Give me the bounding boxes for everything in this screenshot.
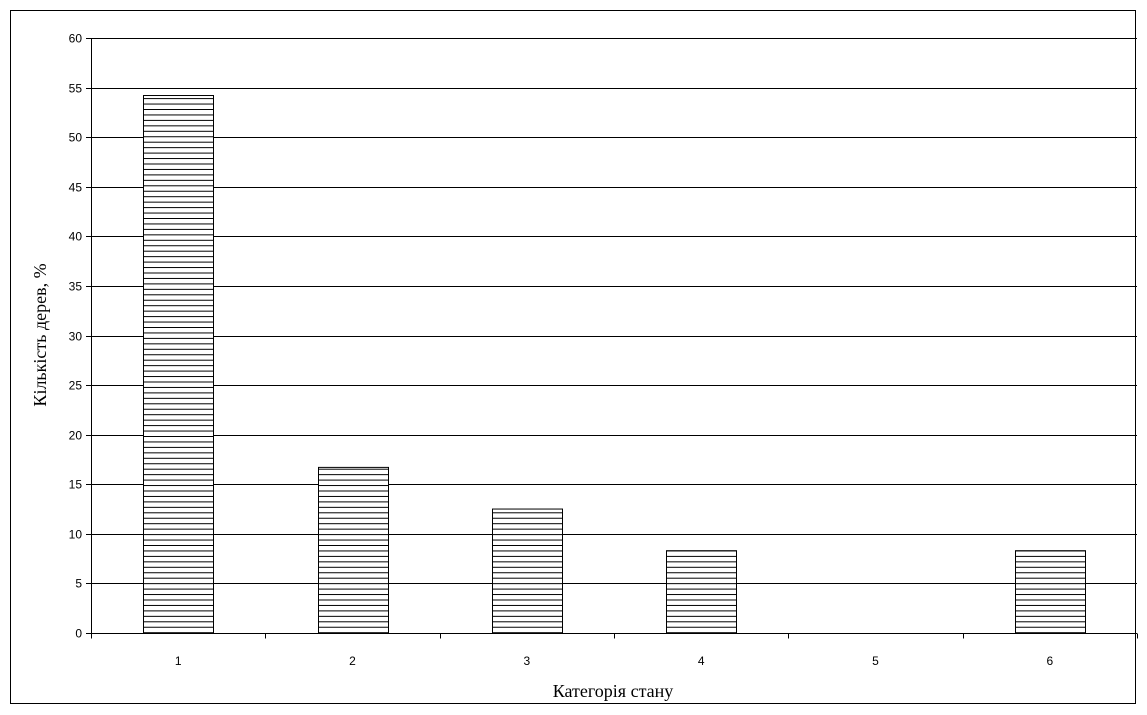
bar-6: [1015, 550, 1086, 634]
x-tick-labels: 1 2 3 4 5 6: [175, 654, 1054, 668]
x-tick-label: 2: [349, 654, 356, 668]
bar-4: [666, 550, 737, 634]
x-tick-label: 3: [523, 654, 530, 668]
x-tick-label: 4: [698, 654, 705, 668]
bar-1: [143, 95, 214, 634]
y-tick-label: 15: [69, 478, 83, 492]
x-tick-label: 6: [1046, 654, 1053, 668]
gridlines: [91, 38, 1137, 584]
bar-2: [318, 466, 389, 634]
y-tick-label: 0: [75, 627, 82, 641]
y-tick-label: 50: [69, 131, 83, 145]
y-tick-label: 40: [69, 230, 83, 244]
y-tick-label: 25: [69, 379, 83, 393]
y-tick-labels: 0 5 10 15 20 25 30 35 40 45 50 55 60: [69, 32, 83, 641]
y-tick-label: 55: [69, 82, 83, 96]
x-tick-label: 5: [872, 654, 879, 668]
y-tick-label: 35: [69, 280, 83, 294]
y-tick-label: 10: [69, 528, 83, 542]
y-tick-label: 60: [69, 32, 83, 46]
y-tick-label: 20: [69, 429, 83, 443]
x-tick-label: 1: [175, 654, 182, 668]
y-tick-label: 30: [69, 330, 83, 344]
y-tick-label: 45: [69, 181, 83, 195]
y-axis-title: Кількість дерев, %: [30, 263, 50, 406]
axes: [86, 38, 1138, 639]
bars: [143, 95, 1086, 634]
x-axis-title: Категорія стану: [553, 681, 674, 701]
y-tick-label: 5: [75, 577, 82, 591]
bar-3: [492, 508, 563, 634]
